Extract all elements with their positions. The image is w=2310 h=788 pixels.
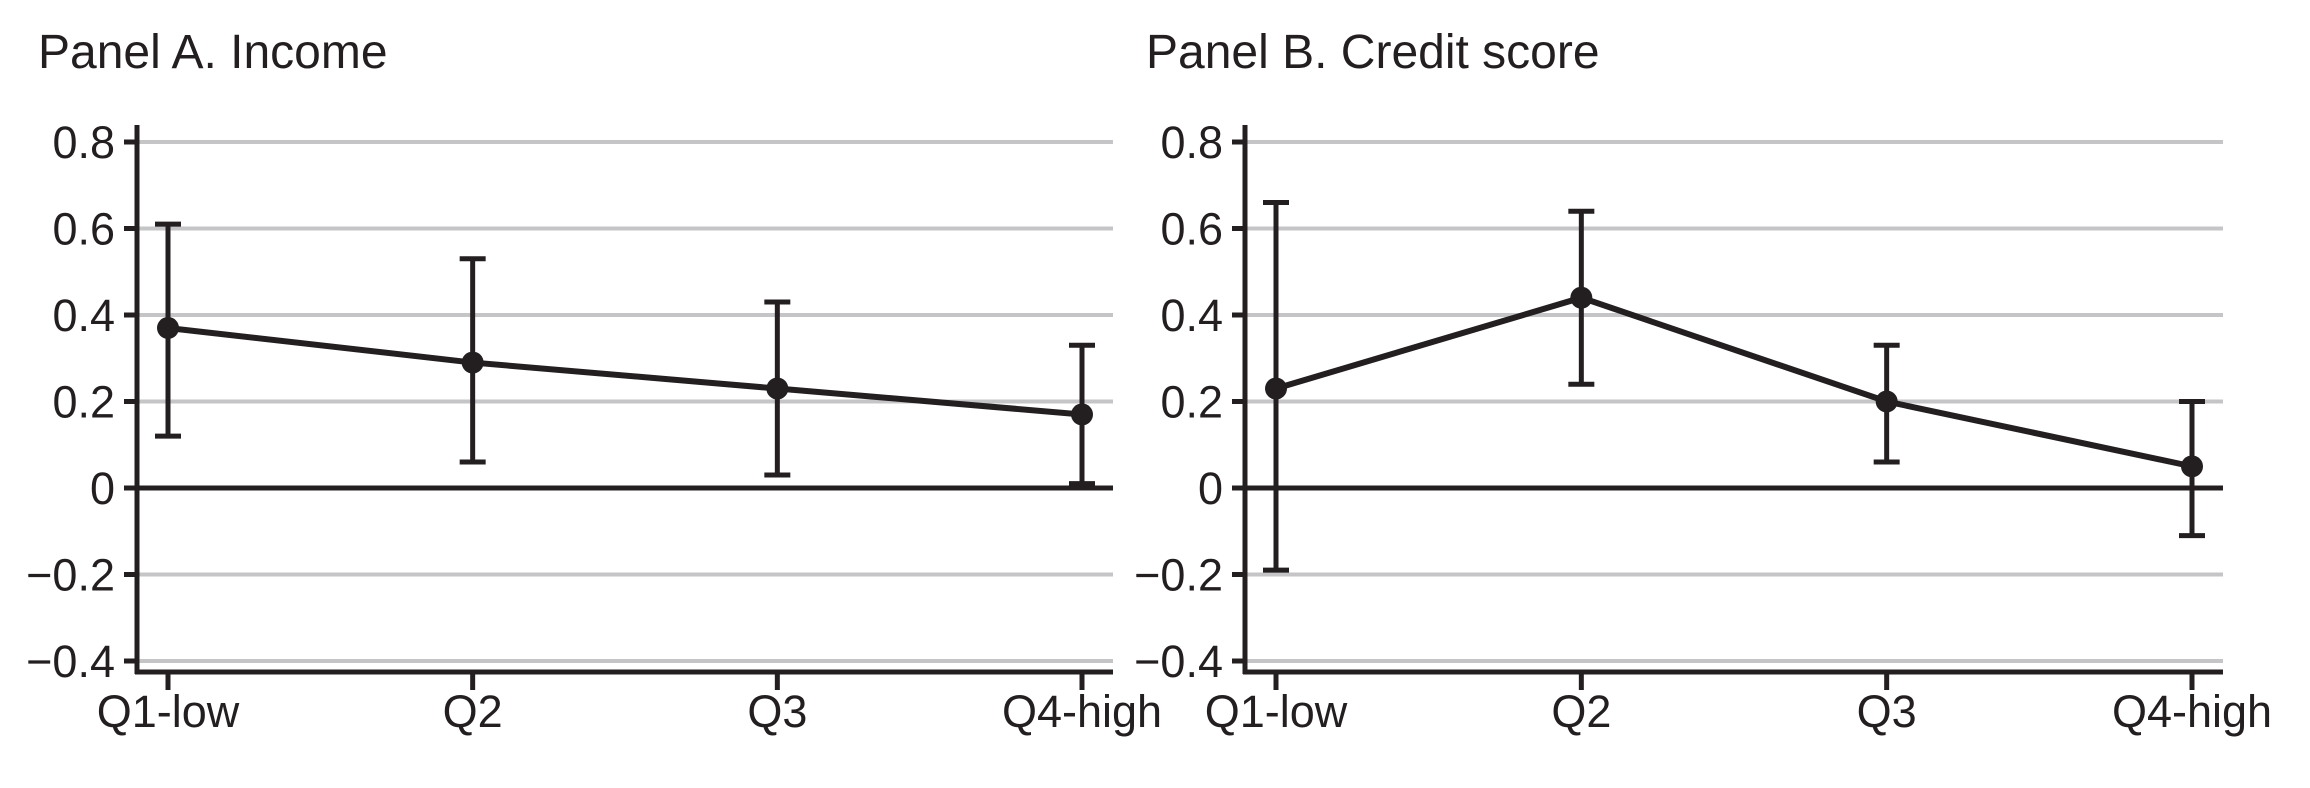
series-line bbox=[1273, 294, 2195, 470]
data-point bbox=[1071, 403, 1093, 426]
data-point bbox=[461, 351, 484, 374]
data-point bbox=[1265, 377, 1287, 400]
x-tick-label: Q2 bbox=[1551, 686, 1611, 737]
data-point bbox=[2181, 455, 2203, 478]
y-tick-label: 0.6 bbox=[52, 204, 115, 255]
y-tick-label: 0.6 bbox=[1160, 204, 1223, 255]
data-point bbox=[157, 316, 179, 339]
data-point bbox=[766, 377, 789, 400]
data-point bbox=[1875, 390, 1898, 413]
panel-a-chart: 0.8 0.6 0.4 0.2 0 −0.2 −0.4Q1-low Q2 Q3 Q4-high bbox=[26, 117, 1162, 737]
y-tick-label: 0.4 bbox=[52, 290, 115, 341]
x-tick-label: Q2 bbox=[443, 686, 503, 737]
x-tick-label: Q4-high bbox=[2112, 686, 2272, 737]
y-tick-label: −0.2 bbox=[26, 550, 115, 601]
y-tick-label: 0 bbox=[90, 463, 115, 514]
y-tick-label: 0.4 bbox=[1160, 290, 1223, 341]
y-tick-label: 0 bbox=[1198, 463, 1223, 514]
x-tick-label: Q4-high bbox=[1002, 686, 1162, 737]
y-tick-label: −0.4 bbox=[1134, 636, 1223, 687]
y-tick-label: −0.4 bbox=[26, 636, 115, 687]
y-tick-label: 0.8 bbox=[52, 117, 115, 168]
y-tick-label: 0.8 bbox=[1160, 117, 1223, 168]
panel-a-title: Panel A. Income bbox=[38, 26, 388, 79]
y-tick-label: 0.2 bbox=[1160, 377, 1223, 428]
panel-b-title: Panel B. Credit score bbox=[1146, 26, 1600, 79]
panel-b-chart: 0.8 0.6 0.4 0.2 0 −0.2 −0.4Q1-low Q2 Q3 Q4-high bbox=[1134, 117, 2272, 737]
y-tick-label: −0.2 bbox=[1134, 550, 1223, 601]
x-tick-label: Q1-low bbox=[1205, 686, 1348, 737]
x-tick-label: Q1-low bbox=[97, 686, 240, 737]
y-tick-label: 0.2 bbox=[52, 377, 115, 428]
series-line bbox=[165, 324, 1085, 418]
x-tick-label: Q3 bbox=[1857, 686, 1917, 737]
x-tick-label: Q3 bbox=[747, 686, 807, 737]
data-point bbox=[1570, 286, 1593, 309]
